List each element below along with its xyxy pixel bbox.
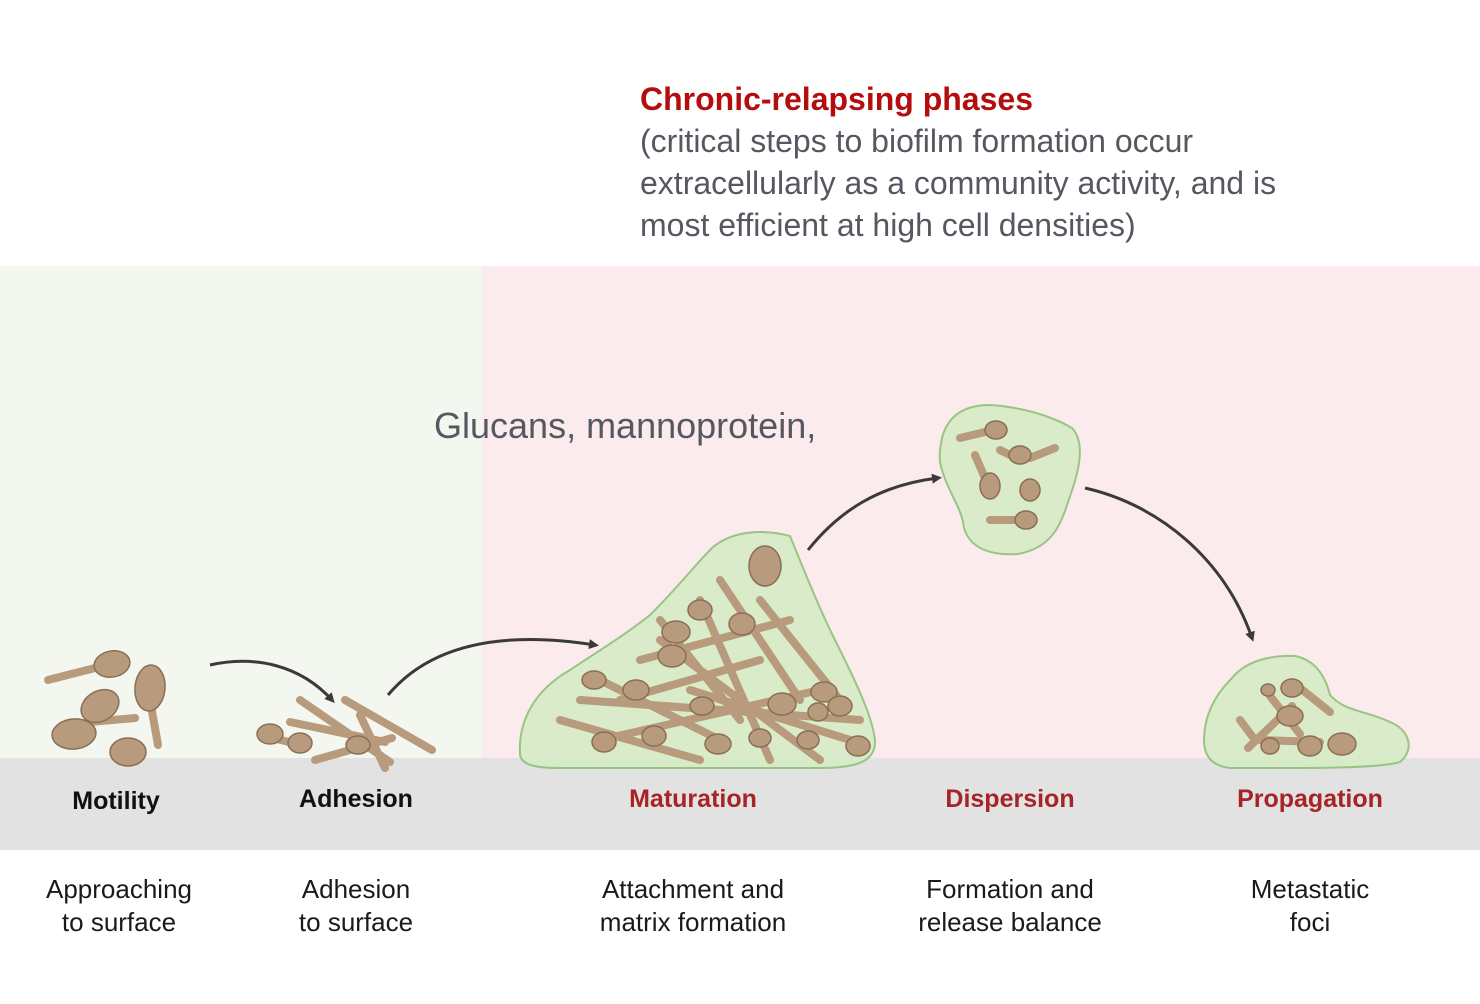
hypha-filament	[1236, 716, 1259, 744]
dispersion-biofilm-cluster	[938, 403, 1081, 556]
hypha-filament	[1296, 684, 1334, 716]
stage-desc-dispersion: Formation and release balance	[918, 874, 1102, 937]
hypha-filament	[556, 716, 704, 764]
header: Chronic-relapsing phases (critical steps…	[640, 78, 1460, 246]
stage-desc-maturation: Attachment and matrix formation	[599, 874, 787, 937]
dispersion-cells	[956, 420, 1059, 530]
yeast-cell	[1014, 510, 1038, 530]
yeast-cell	[1280, 678, 1304, 698]
yeast-cell	[689, 696, 715, 716]
yeast-cell	[641, 725, 667, 747]
yeast-cell	[796, 730, 820, 750]
hypha-filament	[356, 711, 389, 772]
hypha-filament	[1026, 444, 1059, 462]
yeast-cell	[810, 681, 838, 703]
yeast-cell	[80, 688, 120, 724]
hypha-filament	[686, 686, 854, 744]
yeast-cell	[51, 718, 97, 750]
yeast-cell	[748, 545, 782, 587]
yeast-cell	[134, 664, 166, 712]
stage-desc-adhesion: Adhesion to surface	[298, 874, 414, 937]
adhesion-cells	[256, 696, 436, 772]
yeast-cell	[845, 735, 871, 757]
stage-label-propagation: Propagation	[1237, 785, 1383, 813]
hypha-filament	[341, 696, 436, 754]
yeast-cell	[591, 731, 617, 753]
arrow-dispersion-to-propagation	[1084, 486, 1255, 642]
surface-band	[0, 758, 1480, 850]
yeast-cell	[728, 612, 756, 636]
yeast-cell	[1019, 478, 1041, 502]
arrow-adhesion-to-maturation	[386, 637, 599, 696]
hypha-filament	[596, 676, 724, 744]
yeast-cell	[581, 670, 607, 690]
chronic-phases-subtitle: (critical steps to biofilm formation occ…	[640, 123, 1277, 243]
yeast-cell	[661, 620, 691, 644]
yeast-cell	[109, 737, 147, 767]
stage-desc-propagation: Metastatic foci	[1250, 874, 1370, 937]
hypha-filament	[956, 428, 989, 442]
yeast-cell	[1260, 683, 1276, 697]
stage-label-motility: Motility	[72, 787, 160, 815]
yeast-cell	[657, 644, 687, 668]
arrow-motility-to-adhesion	[209, 659, 335, 703]
hypha-filament	[44, 664, 99, 684]
yeast-cell	[256, 723, 284, 745]
yeast-cell	[748, 728, 772, 748]
stage-label-adhesion: Adhesion	[299, 785, 413, 813]
yeast-cell	[1297, 735, 1323, 757]
motility-cells	[44, 650, 166, 767]
arrow-maturation-to-dispersion	[806, 473, 942, 551]
yeast-cell	[93, 650, 131, 678]
stage-label-dispersion: Dispersion	[945, 785, 1075, 813]
yeast-cell	[767, 692, 797, 716]
yeast-cell	[984, 420, 1008, 440]
yeast-cell	[1327, 732, 1357, 756]
stage-label-maturation: Maturation	[629, 785, 757, 813]
yeast-cell	[287, 732, 313, 754]
maturation-cells	[556, 545, 871, 764]
yeast-cell	[807, 702, 829, 722]
hypha-filament	[716, 576, 804, 704]
yeast-cell	[979, 472, 1001, 500]
propagation-cells	[1236, 678, 1357, 757]
yeast-cell	[687, 599, 713, 621]
acute-zone-background	[0, 266, 482, 758]
yeast-cell	[1260, 737, 1280, 755]
hypha-filament	[971, 451, 989, 482]
yeast-cell	[1276, 705, 1304, 727]
matrix-components-label: Glucans, mannoprotein,	[434, 405, 817, 446]
yeast-cell	[1008, 445, 1032, 465]
yeast-cell	[827, 695, 853, 717]
stage-desc-motility: Approaching to surface	[46, 874, 192, 937]
yeast-cell	[345, 735, 371, 755]
yeast-cell	[704, 733, 732, 755]
yeast-cell	[622, 679, 650, 701]
chronic-phases-title: Chronic-relapsing phases	[640, 81, 1033, 117]
